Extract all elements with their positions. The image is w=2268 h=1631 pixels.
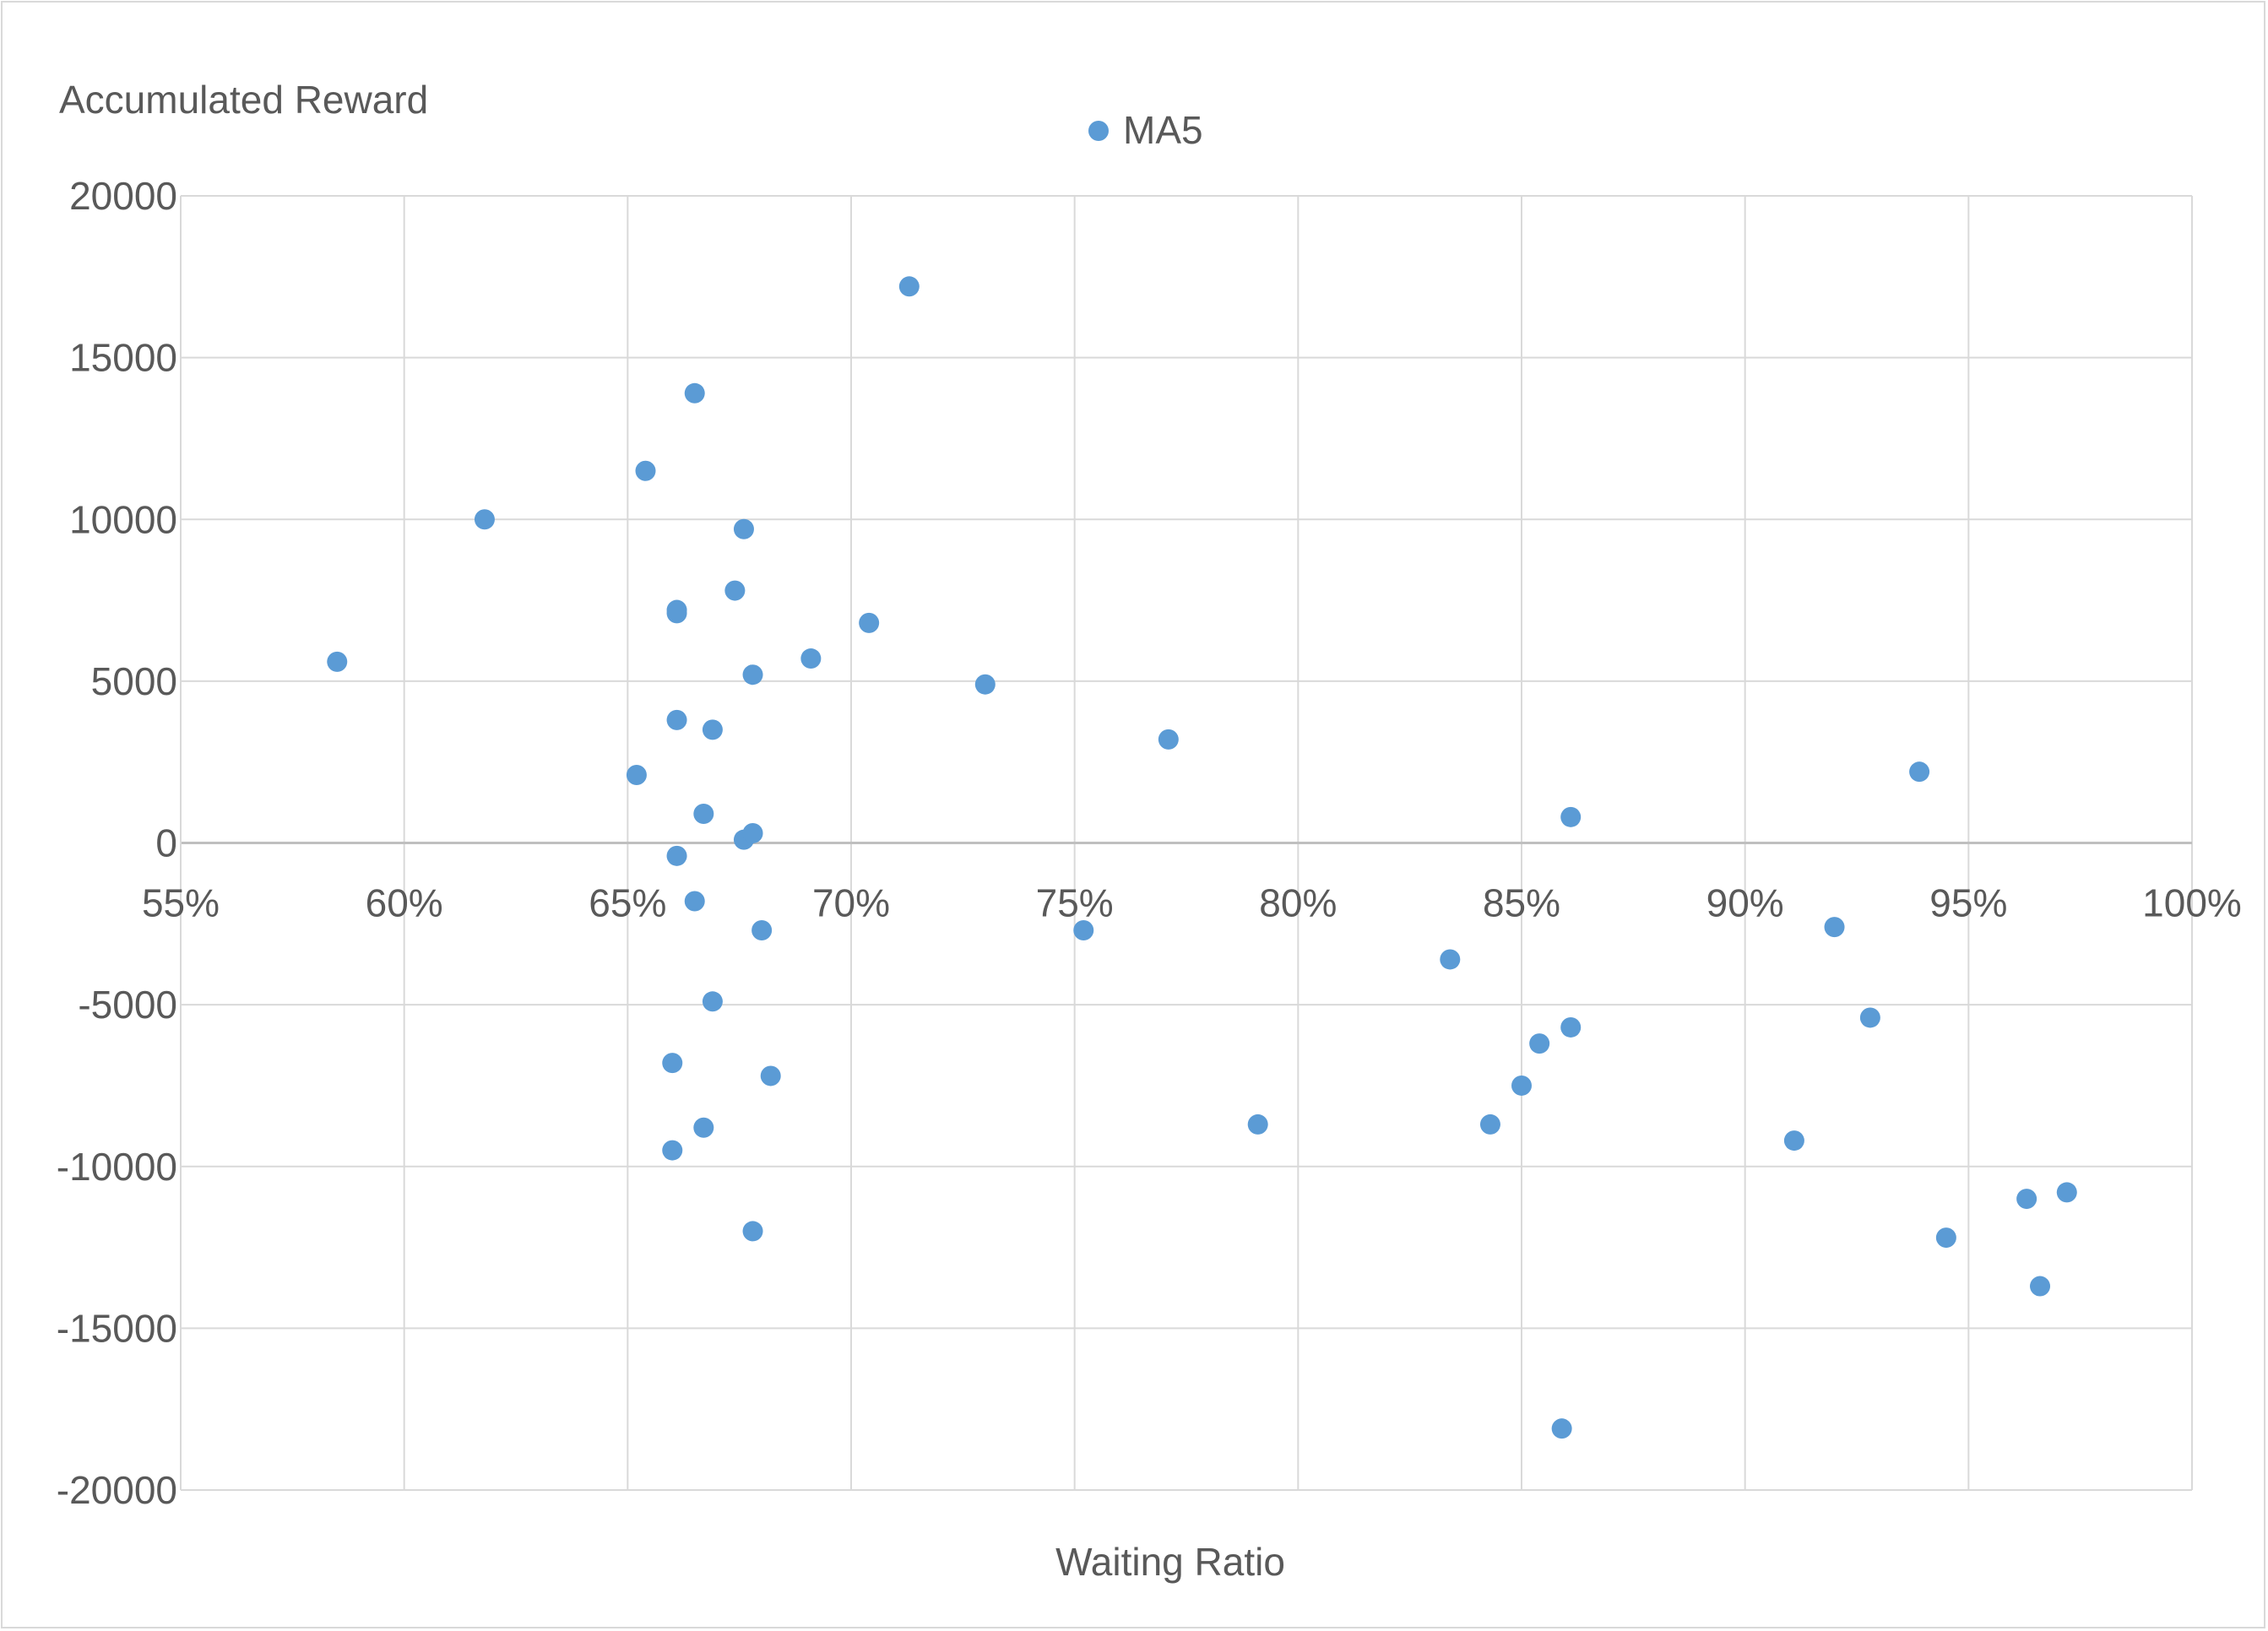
x-tick-label: 75% [1036, 881, 1114, 925]
scatter-point [1511, 1075, 1532, 1096]
x-tick-label: 60% [366, 881, 443, 925]
scatter-point [1440, 949, 1461, 970]
scatter-point [1158, 729, 1179, 750]
scatter-point [635, 460, 656, 481]
scatter-point [733, 518, 754, 539]
scatter-point [1247, 1114, 1268, 1135]
x-tick-label: 95% [1929, 881, 2007, 925]
x-tick-label: 90% [1706, 881, 1784, 925]
y-tick-label: -5000 [78, 983, 177, 1027]
scatter-point [742, 664, 763, 685]
scatter-point [662, 1140, 683, 1161]
scatter-point [702, 991, 723, 1012]
x-tick-label: 85% [1483, 881, 1560, 925]
scatter-point [1935, 1227, 1956, 1249]
y-axis-title: Accumulated Reward [59, 78, 428, 122]
scatter-point [1824, 917, 1845, 938]
data-points [327, 276, 2077, 1439]
legend: MA5 [1088, 108, 1203, 152]
scatter-point [751, 919, 773, 940]
scatter-point [800, 648, 822, 669]
scatter-point [724, 580, 746, 601]
scatter-point [702, 719, 723, 740]
x-tick-label: 65% [589, 881, 666, 925]
scatter-point [1560, 806, 1582, 827]
scatter-point [693, 1117, 714, 1138]
scatter-point [684, 382, 705, 404]
scatter-point [974, 674, 996, 695]
scatter-point [1479, 1114, 1500, 1135]
scatter-point [1560, 1016, 1582, 1038]
scatter-point [327, 651, 348, 672]
scatter-point [1909, 761, 1930, 783]
scatter-point [898, 276, 920, 297]
x-axis-title: Waiting Ratio [1055, 1540, 1285, 1584]
scatter-point [2056, 1182, 2077, 1203]
scatter-point [2016, 1189, 2037, 1210]
x-tick-label: 100% [2142, 881, 2242, 925]
legend-marker-icon [1088, 121, 1109, 141]
scatter-point [859, 612, 880, 633]
scatter-point [1529, 1033, 1550, 1054]
x-tick-label: 70% [812, 881, 890, 925]
y-tick-label: 10000 [69, 497, 177, 541]
scatter-point [742, 823, 763, 844]
x-tick-label: 55% [142, 881, 220, 925]
scatter-point [666, 599, 687, 620]
scatter-point [742, 1221, 763, 1242]
scatter-point [1783, 1130, 1804, 1151]
axes [180, 196, 2192, 1490]
scatter-point [626, 765, 647, 786]
scatter-point [2030, 1276, 2051, 1297]
legend-label: MA5 [1123, 108, 1203, 152]
scatter-point [1551, 1418, 1572, 1439]
x-tick-label: 80% [1259, 881, 1337, 925]
scatter-point [666, 709, 687, 730]
y-tick-label: -15000 [57, 1306, 177, 1350]
scatter-point [760, 1065, 781, 1086]
scatter-point [662, 1053, 683, 1074]
y-tick-label: -10000 [57, 1145, 177, 1189]
scatter-point [666, 845, 687, 866]
y-tick-label: 5000 [91, 659, 177, 703]
scatter-point [474, 509, 495, 530]
scatter-point [1073, 919, 1094, 940]
gridlines [180, 195, 2193, 1491]
scatter-point [1859, 1007, 1880, 1028]
y-tick-label: 15000 [69, 336, 177, 380]
y-tick-label: 20000 [69, 174, 177, 218]
scatter-point [684, 891, 705, 912]
scatter-point [693, 804, 714, 825]
y-tick-label: -20000 [57, 1468, 177, 1512]
tick-labels: 55% 60% 65% 70% 75% 80% 85% 90% 95% 100% 20000 1500… [57, 174, 2242, 1512]
y-tick-label: 0 [155, 821, 177, 865]
